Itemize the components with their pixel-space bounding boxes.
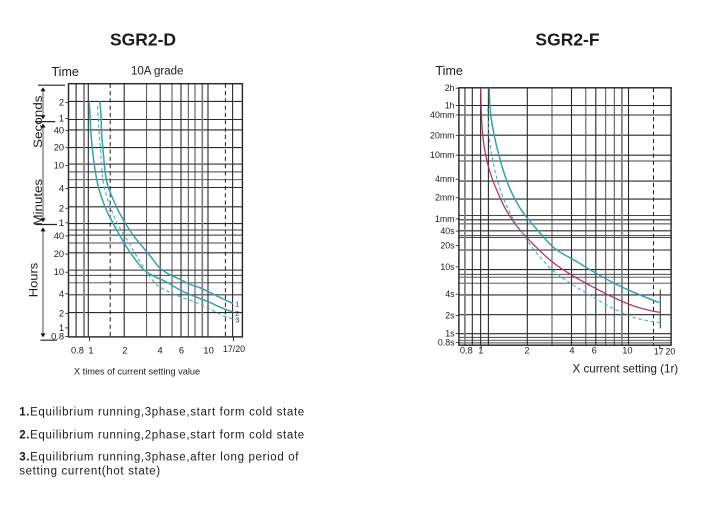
svg-text:20mm: 20mm xyxy=(430,130,454,140)
svg-text:X current setting (1r): X current setting (1r) xyxy=(573,363,679,376)
svg-text:3: 3 xyxy=(235,316,239,325)
svg-text:1: 1 xyxy=(88,345,93,355)
svg-text:40: 40 xyxy=(54,126,64,136)
svg-text:1: 1 xyxy=(59,323,64,333)
svg-text:4: 4 xyxy=(569,345,574,355)
svg-text:3.Equilibrium running,3phase,a: 3.Equilibrium running,3phase,after long … xyxy=(19,451,299,463)
svg-text:10: 10 xyxy=(54,267,64,277)
svg-text:20s: 20s xyxy=(440,241,455,251)
svg-text:2: 2 xyxy=(524,345,529,355)
svg-text:1.Equilibrium running,3phase,s: 1.Equilibrium running,3phase,start form … xyxy=(19,406,305,418)
svg-text:SGR2-D: SGR2-D xyxy=(110,30,176,50)
svg-text:X times of current setting val: X times of current setting value xyxy=(74,367,200,377)
svg-text:1h: 1h xyxy=(445,100,455,110)
svg-text:4: 4 xyxy=(59,184,64,194)
svg-text:1: 1 xyxy=(59,218,64,228)
svg-text:2: 2 xyxy=(59,308,64,318)
svg-text:17/20: 17/20 xyxy=(223,344,245,354)
svg-text:Seconds: Seconds xyxy=(31,95,45,148)
svg-text:20: 20 xyxy=(54,143,64,153)
svg-text:6: 6 xyxy=(179,345,184,355)
svg-text:40mm: 40mm xyxy=(430,110,454,120)
svg-text:Time: Time xyxy=(52,65,79,79)
svg-text:Time: Time xyxy=(436,64,463,78)
svg-text:4mm: 4mm xyxy=(435,174,455,184)
svg-text:2: 2 xyxy=(59,98,64,108)
svg-text:10s: 10s xyxy=(440,262,455,272)
svg-text:40: 40 xyxy=(54,231,64,241)
svg-text:2: 2 xyxy=(59,203,64,213)
svg-text:4: 4 xyxy=(158,345,163,355)
svg-text:2s: 2s xyxy=(445,311,455,321)
svg-text:1mm: 1mm xyxy=(435,214,455,224)
svg-text:10A grade: 10A grade xyxy=(131,66,183,78)
svg-text:4s: 4s xyxy=(445,289,455,299)
svg-text:10: 10 xyxy=(622,345,632,355)
svg-text:1: 1 xyxy=(478,345,483,355)
svg-text:0.8: 0.8 xyxy=(71,345,84,355)
svg-text:20: 20 xyxy=(54,249,64,259)
svg-text:1: 1 xyxy=(235,300,239,309)
svg-text:Minutes: Minutes xyxy=(31,179,45,226)
svg-text:0.8: 0.8 xyxy=(51,332,64,342)
svg-text:2h: 2h xyxy=(445,83,455,93)
svg-text:10: 10 xyxy=(203,345,213,355)
svg-text:Hours: Hours xyxy=(27,263,41,298)
svg-text:1: 1 xyxy=(59,114,64,124)
svg-text:17: 17 xyxy=(654,347,664,357)
svg-text:1s: 1s xyxy=(445,329,455,339)
svg-text:0.8: 0.8 xyxy=(460,345,473,355)
svg-text:6: 6 xyxy=(592,345,597,355)
svg-text:2mm: 2mm xyxy=(435,193,455,203)
svg-text:2: 2 xyxy=(235,309,239,318)
svg-text:2: 2 xyxy=(122,345,127,355)
svg-text:0.8s: 0.8s xyxy=(438,337,455,347)
svg-text:40s: 40s xyxy=(440,226,455,236)
svg-text:setting current(hot state): setting current(hot state) xyxy=(19,466,161,478)
svg-text:20: 20 xyxy=(666,347,676,357)
svg-text:4: 4 xyxy=(59,289,64,299)
svg-text:10mm: 10mm xyxy=(430,150,454,160)
svg-text:10: 10 xyxy=(54,161,64,171)
svg-text:SGR2-F: SGR2-F xyxy=(535,30,599,50)
svg-text:2.Equilibrium running,2phase,s: 2.Equilibrium running,2phase,start form … xyxy=(19,430,305,442)
